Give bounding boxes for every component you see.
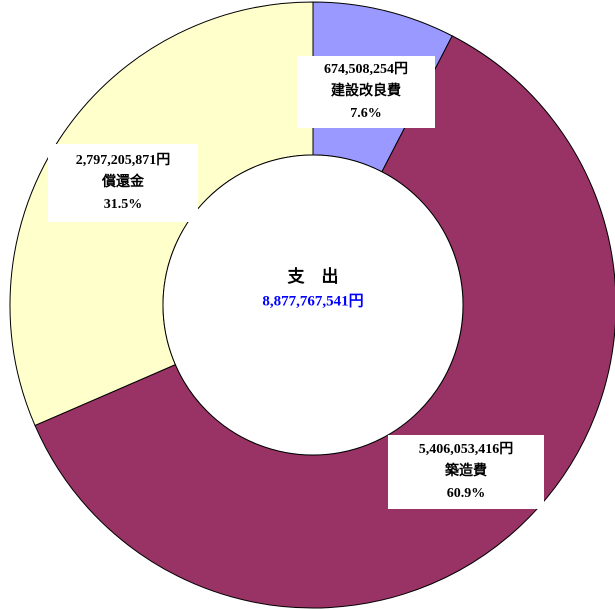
percentage-label: 31.5% <box>104 197 143 212</box>
category-label: 償還金 <box>101 173 145 190</box>
center-title: 支 出 <box>288 266 339 286</box>
center-total: 8,877,767,541円 <box>262 292 363 309</box>
value-label: 2,797,205,871円 <box>76 152 171 168</box>
label-box <box>48 144 198 222</box>
value-label: 674,508,254円 <box>324 61 408 77</box>
label-box <box>297 56 435 128</box>
percentage-label: 7.6% <box>350 106 382 121</box>
donut-hole <box>162 154 464 456</box>
category-label: 建設改良費 <box>331 82 401 99</box>
percentage-label: 60.9% <box>447 486 486 501</box>
label-box <box>388 435 544 509</box>
value-label: 5,406,053,416円 <box>419 441 514 457</box>
category-label: 築造費 <box>444 462 487 479</box>
